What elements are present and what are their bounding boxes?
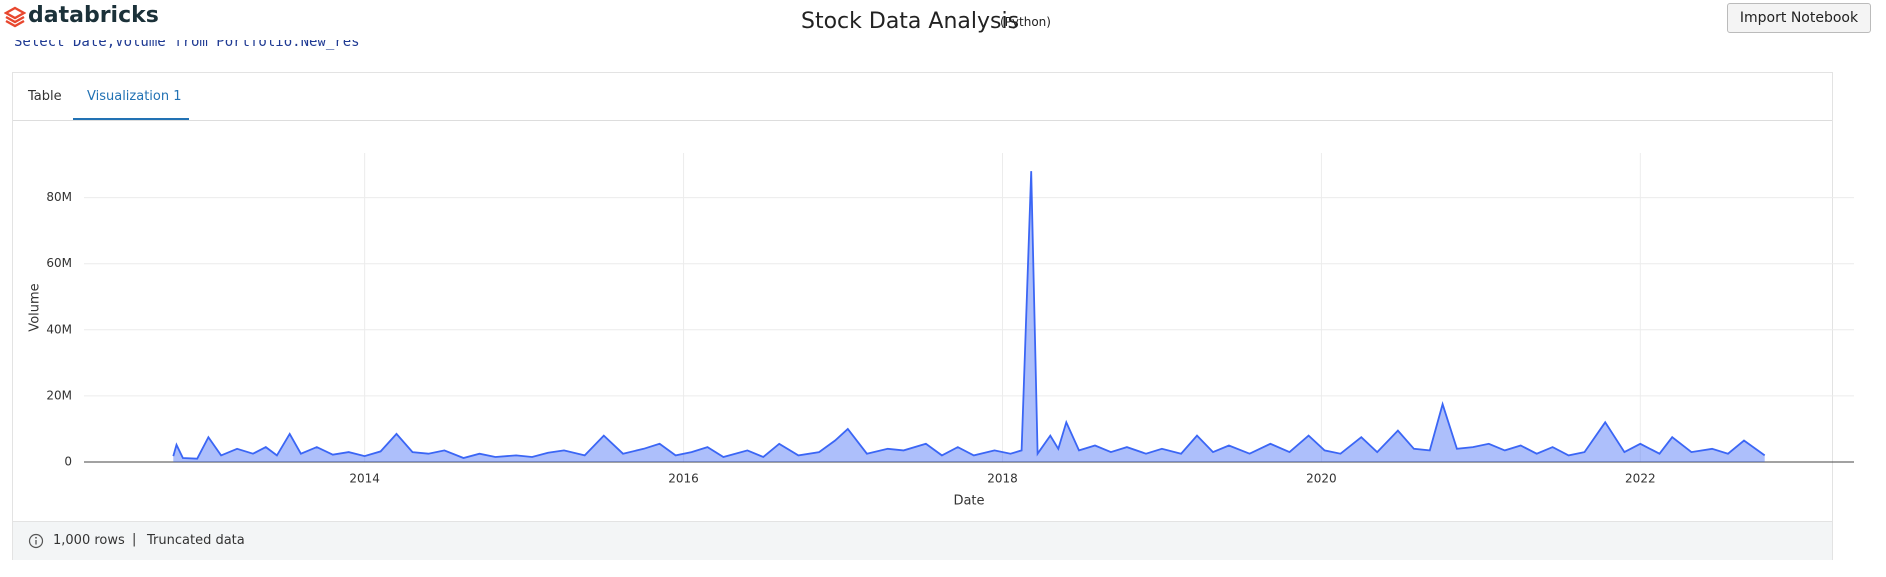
footer-bar: 1,000 rows | Truncated data <box>13 521 1832 560</box>
info-icon <box>28 533 44 549</box>
row-count: 1,000 rows <box>53 533 125 548</box>
x-tick-label: 2014 <box>349 472 380 486</box>
y-tick-label: 80M <box>46 190 72 204</box>
area-line <box>172 171 1766 460</box>
x-tick-label: 2016 <box>668 472 699 486</box>
x-axis-label: Date <box>953 494 984 509</box>
x-tick-label: 2020 <box>1306 472 1337 486</box>
result-panel: Table Visualization 1 1,000 rows | Trunc… <box>12 72 1833 560</box>
y-axis-label: Volume <box>28 283 43 331</box>
tab-visualization[interactable]: Visualization 1 <box>87 89 182 104</box>
y-tick-label: 20M <box>46 388 72 402</box>
language-tag: (Python) <box>1000 15 1051 29</box>
tab-underline <box>73 118 189 120</box>
y-tick-label: 40M <box>46 322 72 336</box>
truncated-note: Truncated data <box>147 533 245 548</box>
tab-table[interactable]: Table <box>28 89 62 104</box>
y-tick-label: 60M <box>46 256 72 270</box>
tab-divider <box>13 120 1832 121</box>
logo-text: databricks <box>28 3 159 28</box>
button-label[interactable]: Import Notebook <box>1739 10 1859 26</box>
area-fill <box>173 171 1765 462</box>
y-tick-label: 0 <box>64 455 72 469</box>
code-line: Select Date,Volume from Portfolio.New_re… <box>14 40 360 50</box>
import-button[interactable]: Import Notebook <box>1727 3 1871 33</box>
x-tick-label: 2022 <box>1625 472 1656 486</box>
x-tick-label: 2018 <box>987 472 1018 486</box>
notebook-title: Stock Data Analysis <box>801 9 1020 34</box>
logo-icon <box>4 6 26 28</box>
separator: | <box>132 532 137 547</box>
